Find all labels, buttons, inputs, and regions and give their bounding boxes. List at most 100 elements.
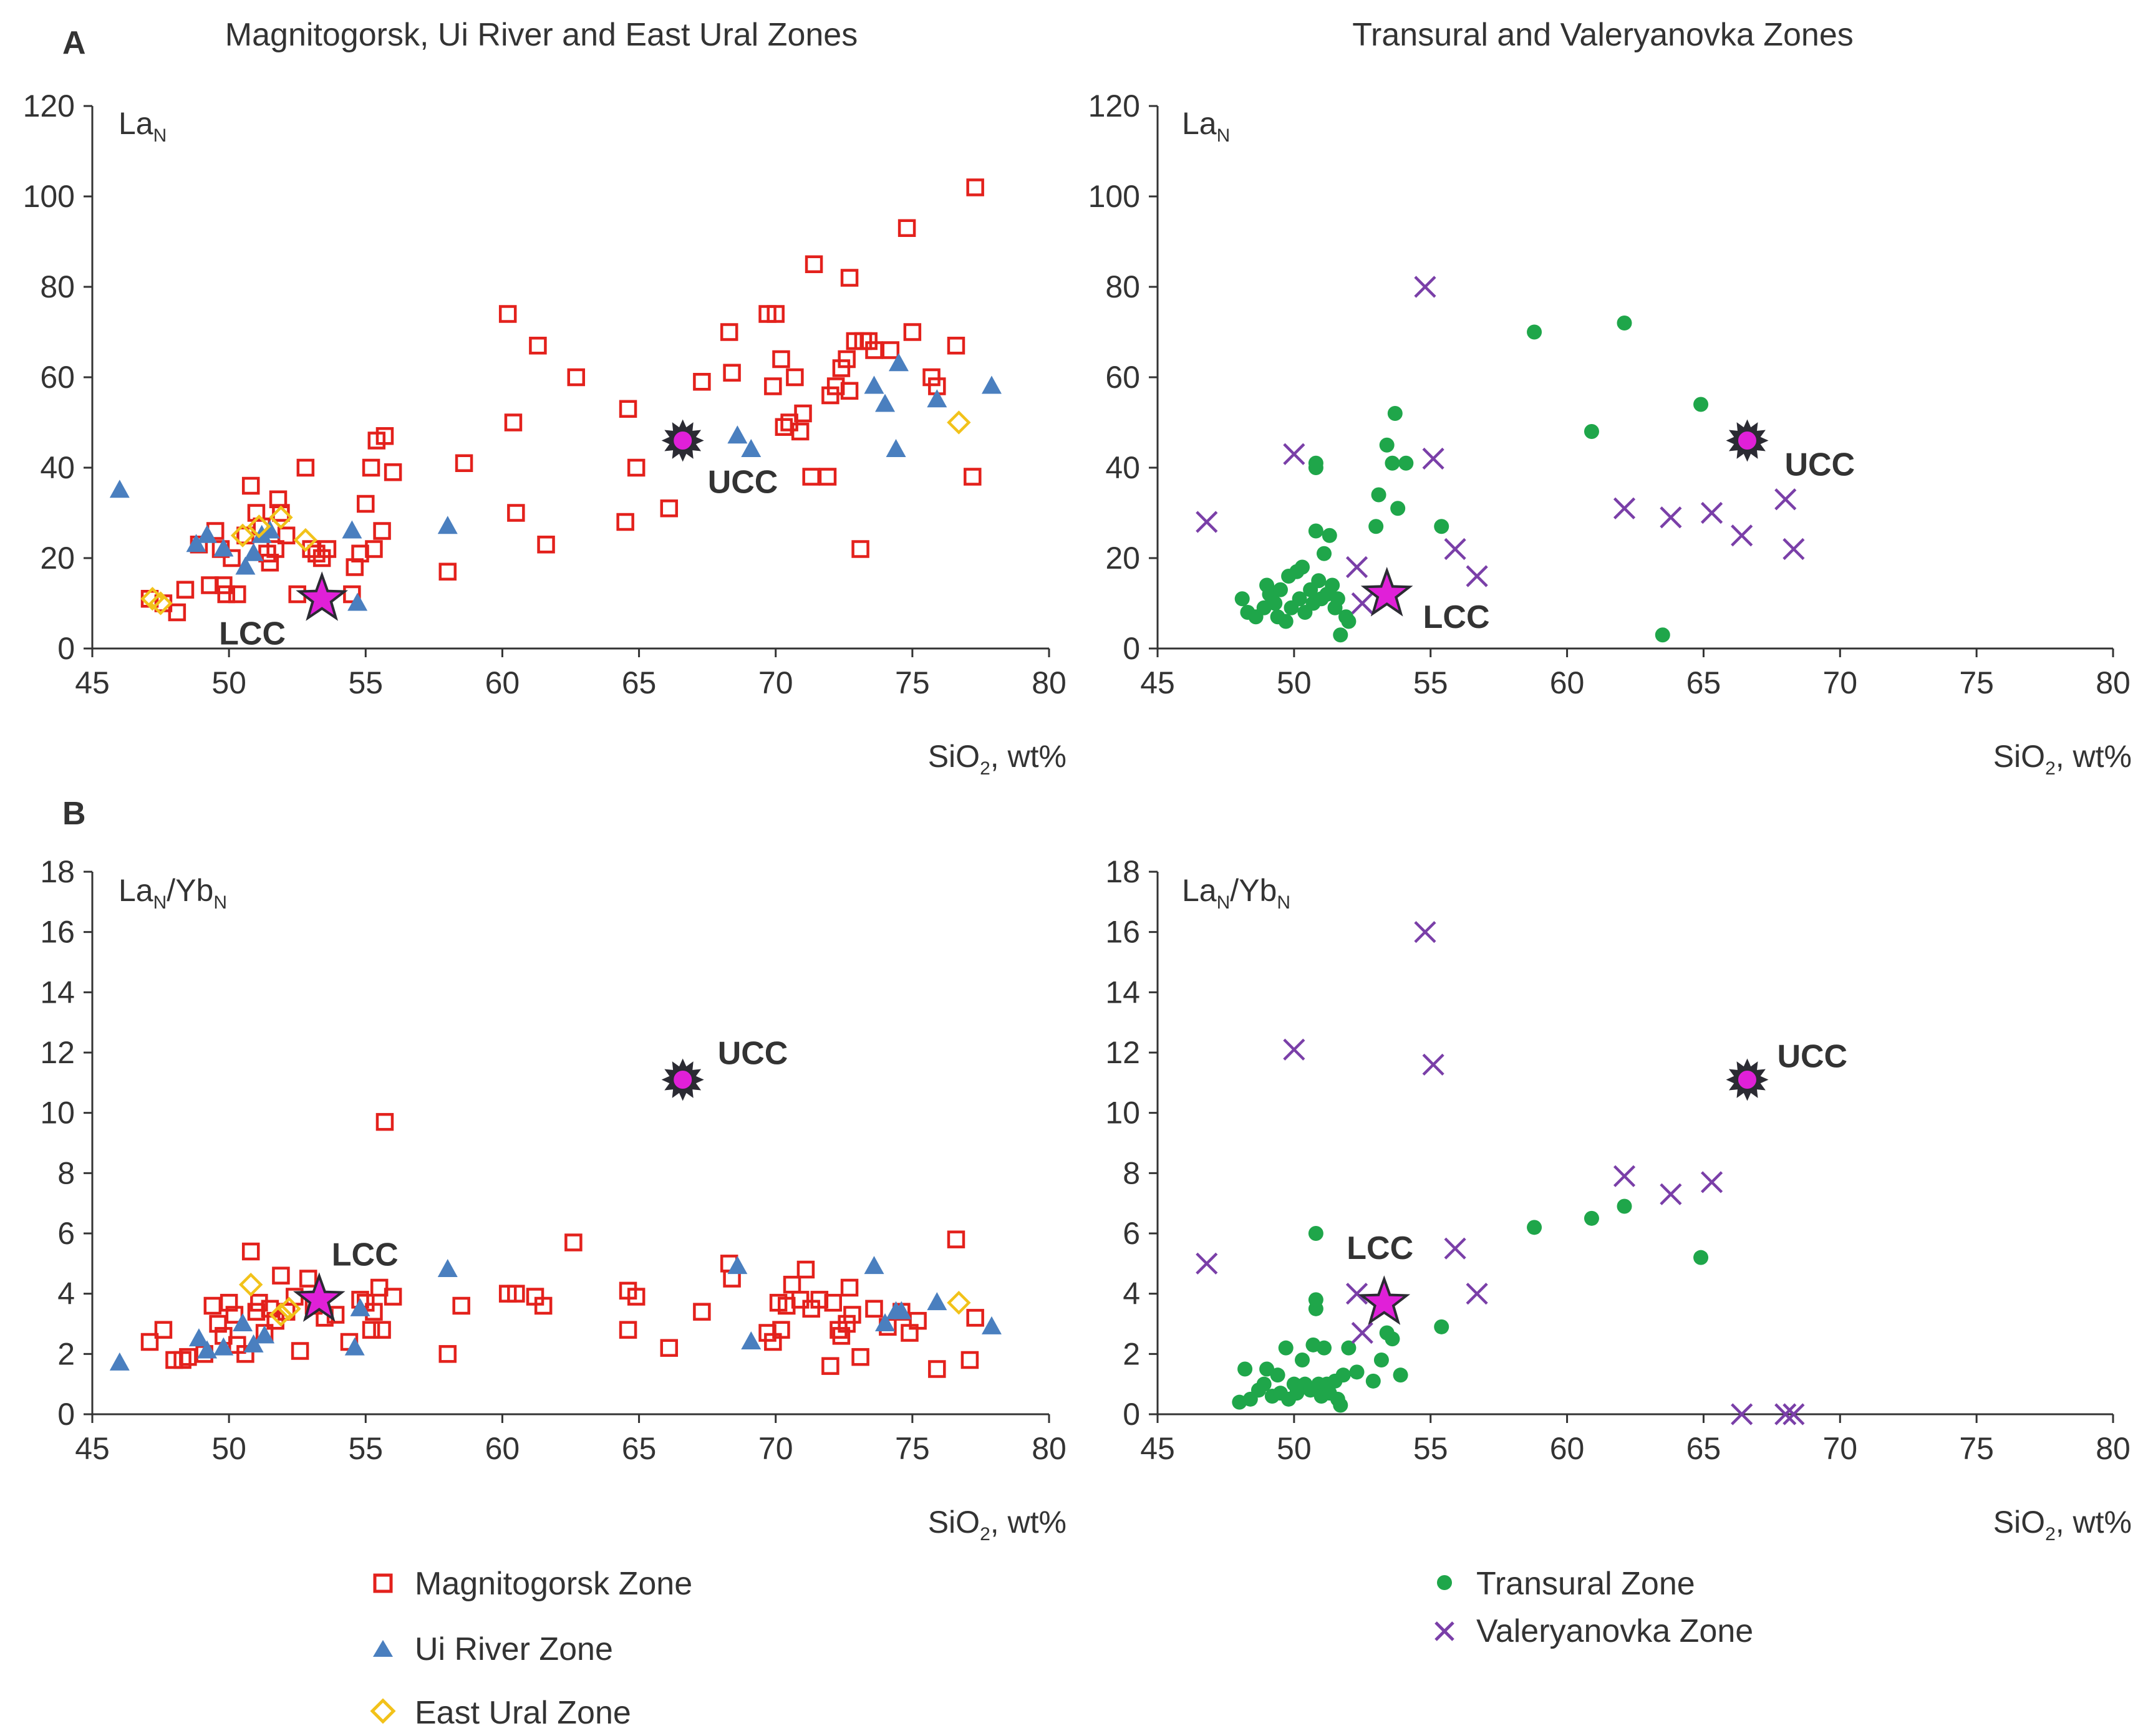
legend-label: Magnitogorsk Zone bbox=[415, 1566, 692, 1602]
cross-stroke bbox=[1466, 565, 1488, 587]
x-tick-label: 60 bbox=[485, 1431, 520, 1466]
y-tick-label: 80 bbox=[1105, 269, 1140, 304]
ui-river-point bbox=[243, 1334, 264, 1353]
magnitogorsk-point bbox=[272, 504, 290, 522]
legend-item-magnitogorsk: Magnitogorsk Zone bbox=[373, 1566, 692, 1602]
ui-river-point bbox=[109, 480, 130, 498]
left-column-title: Magnitogorsk, Ui River and East Ural Zon… bbox=[225, 17, 858, 53]
x-tick-label: 45 bbox=[75, 665, 110, 700]
plot-la-vs-sio2-transural: 45 50 55 60 65 70 75 80 0 20 40 60 80 100 120 UCC LCC L… bbox=[1088, 89, 2132, 779]
transural-point bbox=[1234, 591, 1250, 607]
magnitogorsk-point bbox=[176, 581, 195, 599]
plot-la-vs-sio2-magnitogorsk: 45 50 55 60 65 70 75 80 0 20 40 60 80 100 120 UCC LCC L… bbox=[23, 89, 1067, 779]
magnitogorsk-point bbox=[966, 1309, 984, 1327]
valeryanovka-point bbox=[1660, 506, 1682, 529]
magnitogorsk-point bbox=[928, 1360, 946, 1378]
y-tick-label: 14 bbox=[1105, 975, 1140, 1010]
transural-point bbox=[1311, 573, 1327, 589]
y-tick-label: 100 bbox=[23, 179, 75, 214]
magnitogorsk-point bbox=[818, 468, 837, 486]
valeryanovka-point bbox=[1613, 497, 1636, 519]
cross-stroke bbox=[1613, 497, 1636, 519]
valeryanovka-point bbox=[1422, 447, 1444, 470]
valeryanovka-point bbox=[1613, 1165, 1636, 1187]
cross-stroke bbox=[1700, 1171, 1723, 1194]
ucc-label: UCC bbox=[1777, 1039, 1847, 1075]
ui-river-point bbox=[213, 1337, 234, 1356]
transural-point bbox=[1259, 1361, 1275, 1377]
valeryanovka-point bbox=[1783, 538, 1805, 561]
magnitogorsk-point bbox=[296, 458, 315, 477]
magnitogorsk-point bbox=[452, 1296, 470, 1315]
transural-point bbox=[1390, 501, 1406, 516]
lcc-star-fill bbox=[1368, 574, 1406, 610]
y-tick-label: 12 bbox=[1105, 1035, 1140, 1070]
magnitogorsk-point bbox=[821, 386, 839, 405]
cross-stroke bbox=[1345, 556, 1368, 579]
ui-river-point bbox=[864, 375, 884, 394]
plot-points bbox=[1196, 276, 1805, 643]
valeryanovka-point bbox=[1351, 1321, 1373, 1344]
x-tick-label: 55 bbox=[1413, 665, 1448, 700]
transural-point bbox=[1294, 559, 1310, 575]
ui-river-point bbox=[727, 425, 748, 444]
ui-river-point bbox=[888, 353, 909, 372]
valeryanovka-point bbox=[1283, 443, 1305, 465]
magnitogorsk-point bbox=[507, 504, 525, 522]
magnitogorsk-point bbox=[318, 540, 337, 558]
ui-river-point bbox=[927, 389, 947, 408]
magnitogorsk-point bbox=[375, 427, 394, 445]
magnitogorsk-point bbox=[780, 413, 798, 432]
magnitogorsk-point bbox=[438, 1345, 457, 1363]
ui-river-point bbox=[259, 520, 280, 539]
ucc-dot bbox=[672, 430, 694, 451]
legend-label: Transural Zone bbox=[1476, 1566, 1695, 1602]
transural-point bbox=[1584, 1210, 1599, 1226]
y-tick-label: 10 bbox=[40, 1096, 75, 1131]
lcc-label: LCC bbox=[1347, 1230, 1413, 1266]
magnitogorsk-point bbox=[821, 1357, 839, 1375]
lcc-label: LCC bbox=[1423, 599, 1490, 635]
plot-references: UCC LCC bbox=[1360, 419, 1855, 635]
magnitogorsk-point bbox=[840, 269, 859, 287]
magnitogorsk-point bbox=[909, 1311, 927, 1330]
valeryanovka-point bbox=[1345, 556, 1368, 579]
magnitogorsk-point bbox=[627, 1288, 646, 1306]
plot-axes: 45 50 55 60 65 70 75 80 0 20 40 60 80 100 120 bbox=[23, 89, 1067, 700]
ucc-dot bbox=[1736, 1069, 1758, 1091]
magnitogorsk-point bbox=[947, 1230, 965, 1248]
east-ural-point bbox=[230, 523, 255, 547]
magnitogorsk-point bbox=[223, 549, 241, 567]
magnitogorsk-point bbox=[241, 1242, 260, 1261]
y-tick-label: 100 bbox=[1088, 179, 1140, 214]
transural-point bbox=[1617, 316, 1632, 330]
y-tick-label: 6 bbox=[57, 1216, 75, 1251]
cross-stroke bbox=[1196, 1252, 1218, 1275]
magnitogorsk-point bbox=[960, 1351, 979, 1369]
transural-point bbox=[1308, 523, 1323, 539]
east-ural-point bbox=[247, 514, 271, 539]
east-ural-point bbox=[239, 1272, 263, 1297]
valeryanovka-point bbox=[1774, 488, 1797, 511]
y-axis-title: LaN bbox=[119, 106, 167, 146]
x-tick-label: 55 bbox=[348, 1431, 383, 1466]
open-square-icon bbox=[373, 1573, 393, 1593]
transural-point bbox=[1379, 437, 1395, 453]
x-tick-label: 70 bbox=[758, 665, 793, 700]
valeryanovka-point bbox=[1466, 1283, 1488, 1305]
transural-point bbox=[1527, 324, 1542, 340]
y-tick-label: 16 bbox=[1105, 915, 1140, 950]
magnitogorsk-point bbox=[859, 332, 878, 350]
magnitogorsk-point bbox=[375, 1112, 394, 1131]
ui-river-point bbox=[875, 393, 896, 412]
magnitogorsk-point bbox=[299, 1270, 317, 1288]
series-valeryanovka bbox=[1196, 276, 1805, 615]
magnitogorsk-point bbox=[619, 1321, 637, 1339]
transural-point bbox=[1267, 596, 1283, 611]
transural-point bbox=[1349, 1364, 1365, 1380]
x-tick-label: 45 bbox=[75, 1431, 110, 1466]
legend-item-east-ural: East Ural Zone bbox=[370, 1695, 631, 1731]
x-tick-label: 55 bbox=[1413, 1431, 1448, 1466]
valeryanovka-point bbox=[1783, 1403, 1805, 1425]
magnitogorsk-point bbox=[627, 458, 646, 477]
